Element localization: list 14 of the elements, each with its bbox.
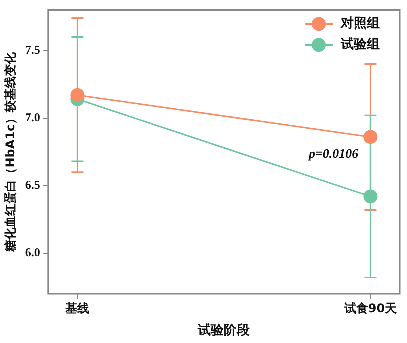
legend-label: 对照组 (340, 16, 380, 32)
x-tick-label: 基线 (64, 301, 90, 316)
y-tick-label: 6.0 (25, 246, 40, 260)
point (364, 190, 378, 204)
point (364, 130, 378, 144)
y-tick-label: 7.0 (25, 110, 40, 124)
y-tick-label: 7.5 (25, 42, 40, 57)
annotation: p=0.0106 (308, 146, 360, 162)
point (70, 88, 85, 102)
y-axis-title: 糖化血红蛋白（HbA1c）较基线变化 (3, 51, 18, 253)
y-tick-label: 6.5 (25, 178, 40, 192)
x-axis-title: 试验阶段 (197, 322, 252, 339)
legend-label: 试验组 (340, 36, 380, 53)
x-tick-label: 试食90天 (343, 301, 398, 316)
